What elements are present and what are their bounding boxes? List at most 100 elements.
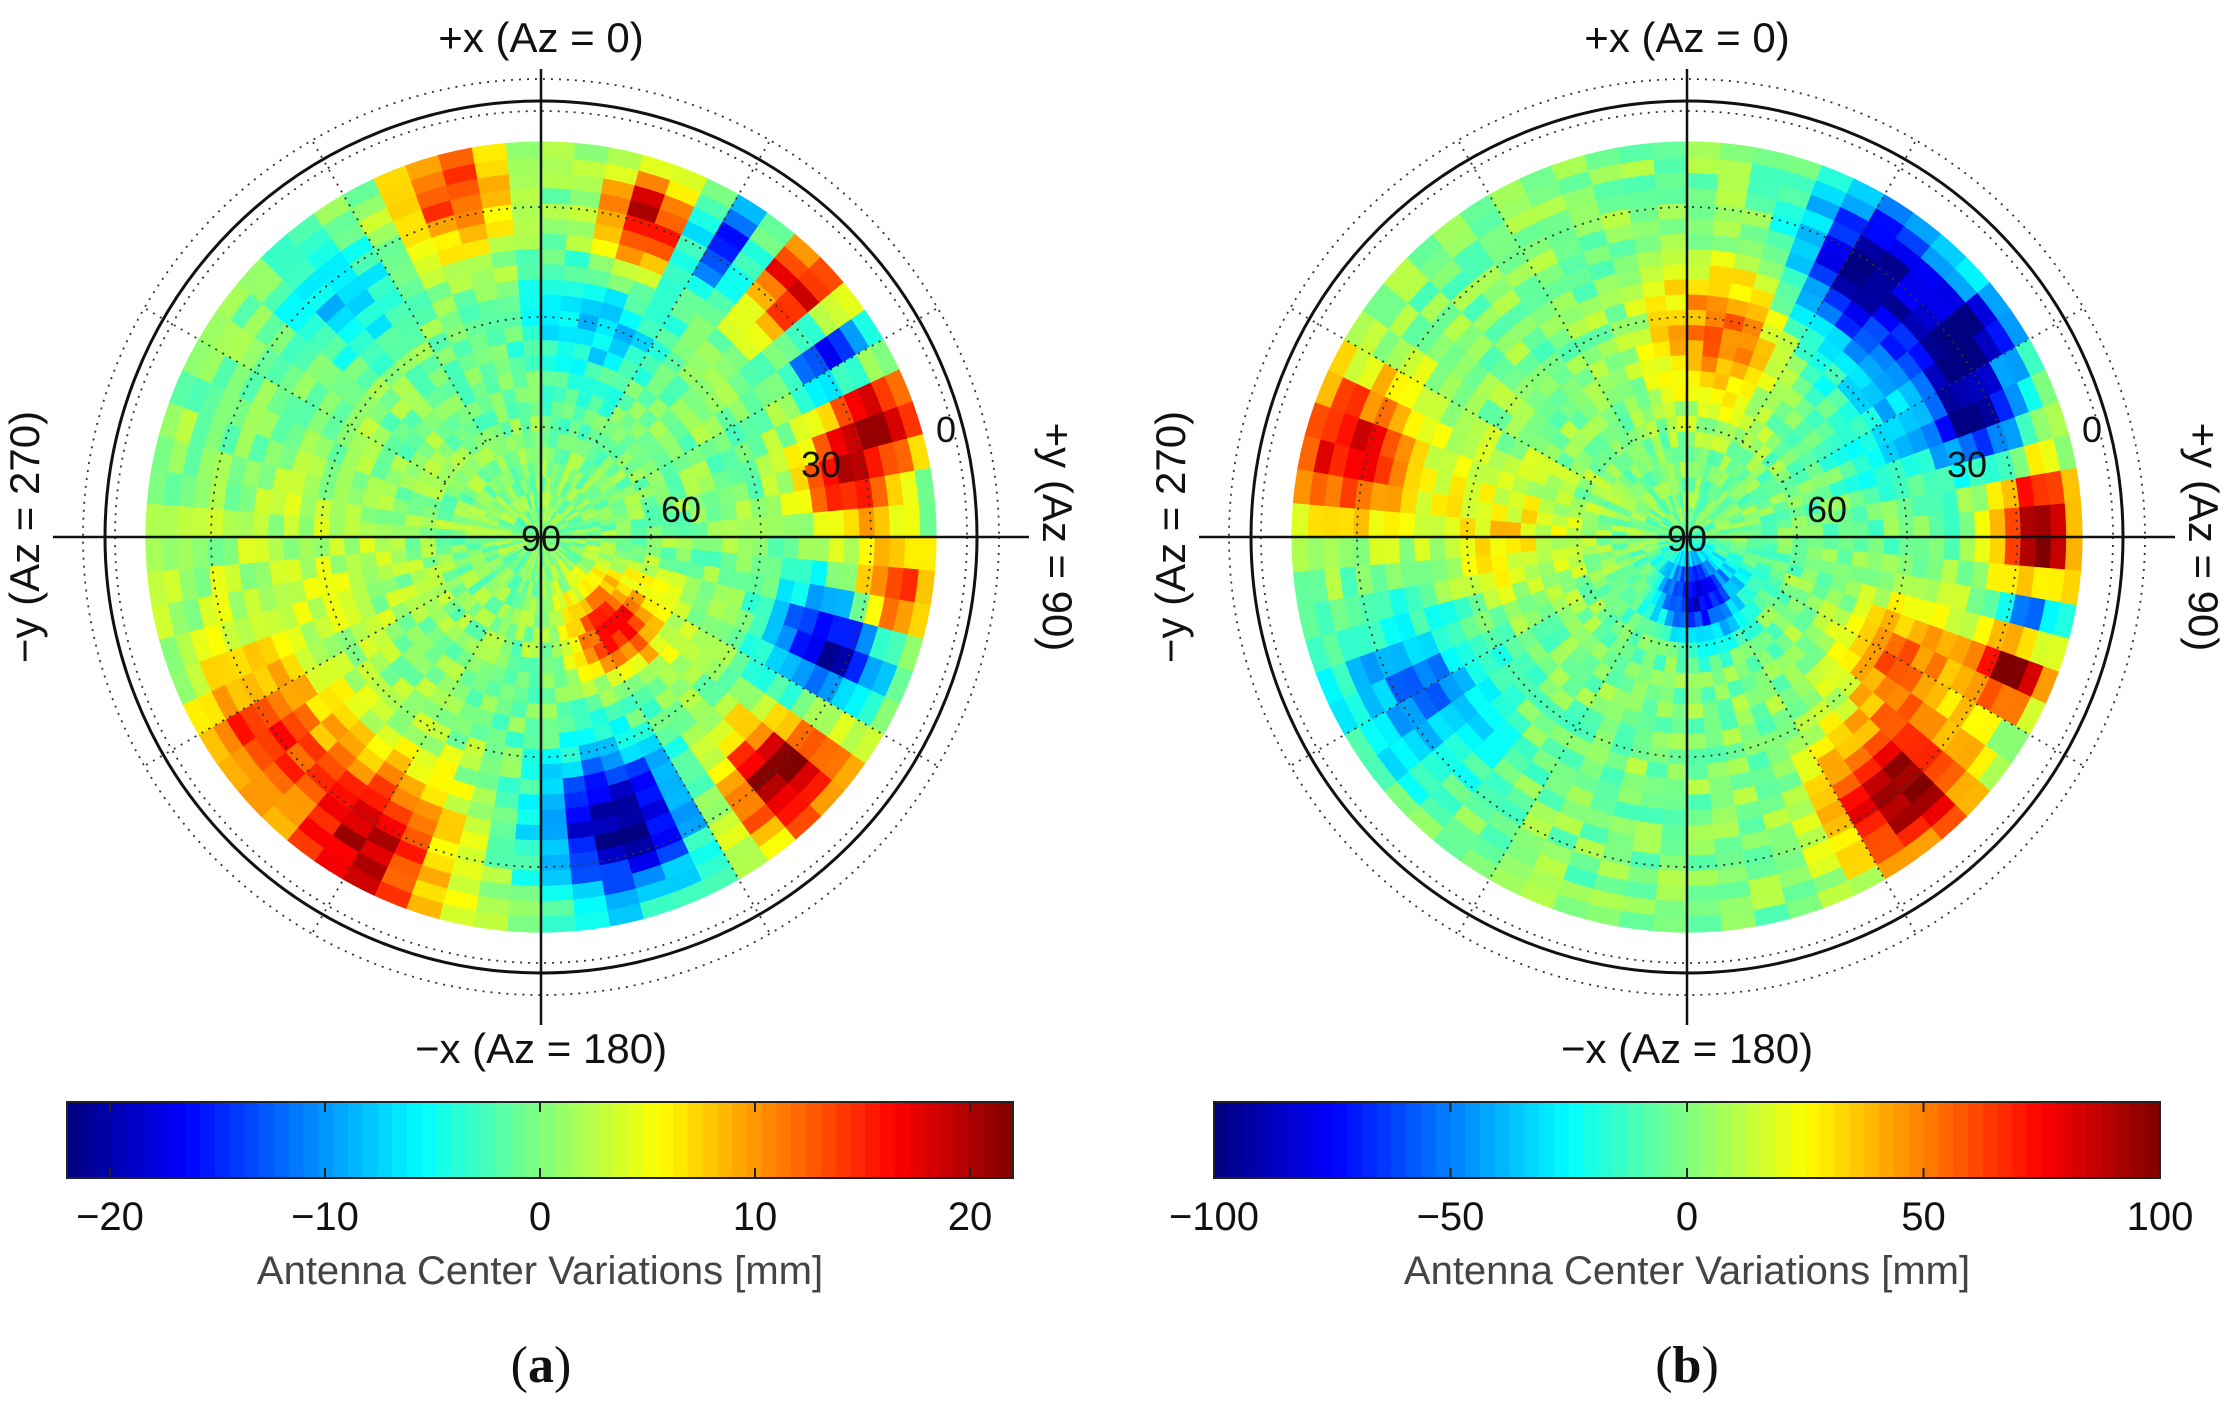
heatmap-cell [519, 763, 542, 781]
heatmap-cell [1654, 354, 1674, 374]
heatmap-cell [1686, 717, 1705, 736]
heatmap-cell [2004, 507, 2022, 538]
heatmap-cell [524, 702, 542, 720]
heatmap-cell [843, 536, 861, 566]
heatmap-cell [540, 399, 554, 417]
heatmap-cell [540, 733, 561, 751]
colorbar-tick-label: 100 [2127, 1195, 2194, 1239]
heatmap-cell [1661, 808, 1688, 827]
heatmap-cell [389, 548, 408, 565]
heatmap-cell [1702, 715, 1722, 735]
heatmap-cell [1397, 511, 1416, 538]
colorbar-segment [1834, 1102, 1851, 1178]
colorbar-tick-label: −20 [76, 1195, 144, 1239]
heatmap-cell [540, 869, 573, 888]
colorbar-segment [525, 1102, 541, 1178]
heatmap-cell [1321, 536, 1340, 570]
heatmap-cell [827, 536, 846, 565]
colorbar-segment [1657, 1102, 1673, 1178]
heatmap-cell [1686, 278, 1711, 296]
colorbar-segment [658, 1102, 674, 1178]
heatmap-cell [521, 733, 542, 751]
elevation-ring-label: 60 [1807, 489, 1847, 530]
colorbar-segment [495, 1102, 512, 1178]
heatmap-cell [540, 217, 570, 235]
colorbar-segment [2086, 1102, 2102, 1178]
azimuth-spoke [143, 307, 447, 483]
heatmap-cell [1699, 685, 1717, 705]
heatmap-cell [343, 552, 363, 572]
heatmap-cell [540, 687, 557, 705]
heatmap-cell [1867, 536, 1886, 555]
colorbar-segment [2100, 1102, 2117, 1178]
heatmap-cell [1928, 513, 1946, 538]
heatmap-cell [1686, 156, 1721, 175]
heatmap-cell [540, 323, 561, 341]
colorbar-title: Antenna Center Variations [mm] [1404, 1249, 1970, 1293]
heatmap-cell [266, 536, 285, 562]
heatmap-cell [373, 521, 391, 538]
heatmap-cell [1488, 536, 1507, 555]
colorbar-segment [1938, 1102, 1954, 1178]
heatmap-cell [540, 338, 559, 357]
heatmap-cell [1657, 854, 1688, 872]
heatmap-cell [508, 354, 528, 374]
heatmap-cell [1675, 414, 1688, 432]
heatmap-cell [721, 519, 740, 538]
heatmap-cell [404, 546, 423, 562]
colorbar-segment [791, 1102, 807, 1178]
heatmap-cell [1943, 512, 1962, 538]
colorbar-segment [1908, 1102, 1925, 1178]
heatmap-cell [1663, 278, 1688, 296]
colorbar-segment [510, 1102, 526, 1178]
heatmap-cell [888, 504, 907, 538]
colorbar-segment [1568, 1102, 1585, 1178]
heatmap-cell [737, 536, 755, 557]
colorbar-segment [1258, 1102, 1274, 1178]
heatmap-cell [1658, 217, 1688, 235]
heatmap-cell [1703, 730, 1725, 750]
heatmap-cell [358, 550, 378, 570]
colorbar-segment [1228, 1102, 1245, 1178]
colorbar-segment [81, 1102, 98, 1178]
colorbar: −20 −10 0 10 20 Antenna Center Variations [mm… [66, 1101, 1014, 1293]
heatmap-cell [1686, 778, 1711, 796]
heatmap-cell [2019, 536, 2038, 569]
heatmap-cell [511, 854, 542, 872]
heatmap-cell [827, 509, 846, 538]
heatmap-cell [704, 504, 724, 524]
heatmap-cell [327, 517, 345, 538]
heatmap-cell [190, 505, 209, 538]
heatmap-cell [1913, 536, 1931, 559]
heatmap-cell [503, 324, 525, 344]
colorbar-segment [1598, 1102, 1614, 1178]
heatmap-cell [328, 499, 348, 521]
colorbar-segment [1376, 1102, 1392, 1178]
heatmap-cell [540, 186, 573, 205]
colorbar-segment [1450, 1102, 1466, 1178]
heatmap-cell [1291, 536, 1310, 573]
heatmap-cell [1850, 504, 1870, 524]
colorbar-segment [599, 1102, 615, 1178]
colorbar-tick-label: 0 [529, 1195, 551, 1239]
heatmap-cell [843, 508, 861, 538]
heatmap-cell [160, 536, 179, 571]
colorbar-segment [1302, 1102, 1319, 1178]
heatmap-cell [1686, 914, 1723, 933]
heatmap-cell [524, 354, 542, 372]
heatmap-cell [1665, 763, 1688, 781]
heatmap-cell [1883, 517, 1901, 538]
heatmap-cell [528, 657, 542, 675]
heatmap-cell [540, 808, 567, 827]
heatmap-cell [513, 385, 530, 404]
colorbar-segment [761, 1102, 778, 1178]
heatmap-cell [540, 672, 555, 690]
heatmap-cell [1564, 536, 1582, 549]
heatmap-cell [1321, 504, 1340, 538]
colorbar-tick-label: −10 [291, 1195, 359, 1239]
colorbar-segment [392, 1102, 408, 1178]
azimuth-spoke [143, 591, 447, 767]
colorbar-segment [983, 1102, 999, 1178]
heatmap-cell [1474, 499, 1494, 521]
heatmap-cell [145, 501, 164, 538]
